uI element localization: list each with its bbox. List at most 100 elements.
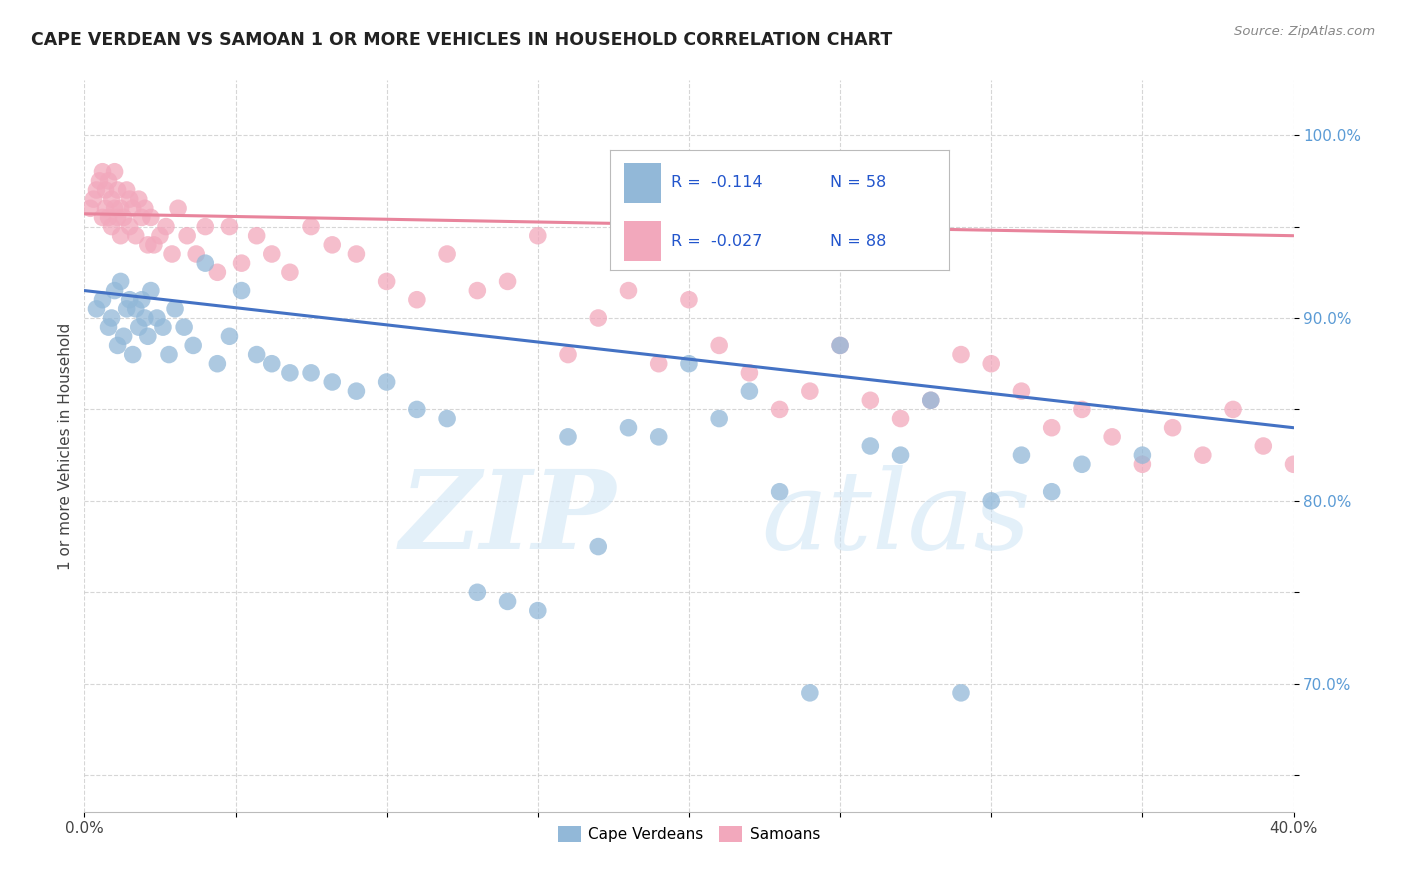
Point: [709, 411, 731, 425]
Point: [107, 338, 129, 352]
Text: Source: ZipAtlas.com: Source: ZipAtlas.com: [1234, 25, 1375, 38]
Point: [112, 211, 135, 225]
Point: [321, 238, 343, 252]
Point: [104, 284, 127, 298]
Point: [104, 164, 127, 178]
Point: [115, 183, 138, 197]
Point: [321, 375, 343, 389]
Point: [94, 183, 117, 197]
Point: [97, 174, 120, 188]
Point: [246, 348, 269, 362]
Legend: Cape Verdeans, Samoans: Cape Verdeans, Samoans: [551, 820, 827, 848]
Point: [110, 202, 132, 216]
Point: [1374, 430, 1396, 444]
Point: [1132, 448, 1154, 462]
Point: [1071, 402, 1094, 417]
Point: [246, 228, 269, 243]
Point: [128, 320, 150, 334]
Point: [678, 293, 700, 307]
Point: [496, 275, 519, 289]
Point: [160, 247, 183, 261]
Point: [167, 202, 190, 216]
Point: [799, 686, 821, 700]
Point: [100, 192, 122, 206]
Point: [527, 228, 550, 243]
Point: [467, 585, 489, 599]
Point: [152, 320, 174, 334]
Point: [1343, 411, 1365, 425]
Point: [738, 384, 761, 399]
Point: [1313, 467, 1336, 481]
Point: [980, 357, 1002, 371]
Point: [467, 284, 489, 298]
Point: [920, 393, 942, 408]
Point: [346, 247, 368, 261]
Point: [920, 393, 942, 408]
Point: [799, 384, 821, 399]
Point: [1071, 458, 1094, 472]
Point: [769, 402, 792, 417]
Point: [1011, 448, 1033, 462]
Point: [950, 686, 973, 700]
Point: [260, 247, 283, 261]
Point: [118, 192, 141, 206]
Point: [1011, 384, 1033, 399]
Point: [678, 357, 700, 371]
Point: [194, 219, 217, 234]
Point: [121, 348, 143, 362]
Point: [97, 211, 120, 225]
Point: [155, 219, 177, 234]
Point: [100, 311, 122, 326]
Text: ZIP: ZIP: [399, 466, 616, 573]
Point: [496, 594, 519, 608]
Point: [91, 164, 114, 178]
Point: [588, 540, 610, 554]
Point: [100, 219, 122, 234]
Point: [146, 311, 169, 326]
Point: [118, 219, 141, 234]
Point: [181, 338, 204, 352]
Point: [830, 338, 852, 352]
Point: [1040, 421, 1063, 435]
Point: [709, 338, 731, 352]
Point: [115, 301, 138, 316]
Point: [125, 301, 148, 316]
Point: [86, 301, 108, 316]
Point: [207, 357, 229, 371]
Point: [527, 604, 550, 618]
Point: [617, 284, 640, 298]
Point: [91, 293, 114, 307]
Point: [299, 366, 322, 380]
Point: [218, 329, 240, 343]
Point: [406, 402, 429, 417]
Point: [980, 494, 1002, 508]
Point: [1132, 458, 1154, 472]
Point: [97, 320, 120, 334]
Point: [1101, 430, 1123, 444]
Point: [231, 284, 253, 298]
Point: [299, 219, 322, 234]
Point: [82, 192, 104, 206]
Point: [173, 320, 195, 334]
Point: [207, 265, 229, 279]
Point: [131, 293, 153, 307]
Point: [859, 439, 882, 453]
Point: [79, 202, 101, 216]
Point: [104, 202, 127, 216]
Point: [890, 411, 912, 425]
Point: [278, 265, 301, 279]
Point: [89, 174, 111, 188]
Text: CAPE VERDEAN VS SAMOAN 1 OR MORE VEHICLES IN HOUSEHOLD CORRELATION CHART: CAPE VERDEAN VS SAMOAN 1 OR MORE VEHICLE…: [31, 31, 893, 49]
Point: [375, 375, 398, 389]
Point: [1222, 402, 1244, 417]
Point: [134, 202, 156, 216]
Point: [118, 293, 141, 307]
Point: [231, 256, 253, 270]
Point: [110, 228, 132, 243]
Point: [375, 275, 398, 289]
Point: [738, 366, 761, 380]
Point: [346, 384, 368, 399]
Point: [112, 329, 135, 343]
Point: [131, 211, 153, 225]
Text: atlas: atlas: [762, 466, 1031, 573]
